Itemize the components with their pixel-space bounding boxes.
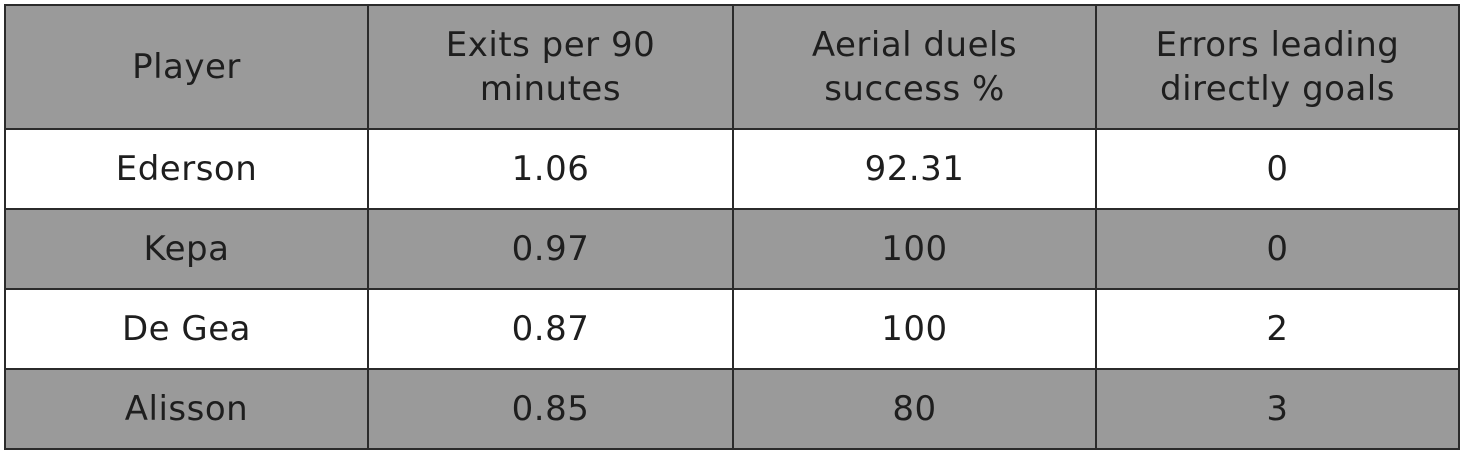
cell-aerial-duels-success: 80: [732, 368, 1097, 450]
table-body: Ederson 1.06 92.31 0 Kepa 0.97 100 0 De …: [4, 128, 1460, 450]
cell-player: De Gea: [4, 288, 369, 370]
cell-exits-per-90: 0.85: [367, 368, 734, 450]
goalkeeper-stats-table: Player Exits per 90 minutes Aerial duels…: [4, 4, 1460, 450]
cell-aerial-duels-success: 100: [732, 288, 1097, 370]
cell-player: Alisson: [4, 368, 369, 450]
cell-errors-leading-to-goals: 3: [1095, 368, 1460, 450]
header-exits-per-90: Exits per 90 minutes: [367, 4, 734, 130]
cell-player: Ederson: [4, 128, 369, 210]
cell-aerial-duels-success: 92.31: [732, 128, 1097, 210]
header-errors-leading-to-goals: Errors leading directly goals: [1095, 4, 1460, 130]
table-row: Alisson 0.85 80 3: [4, 368, 1460, 450]
header-aerial-duels-success: Aerial duels success %: [732, 4, 1097, 130]
cell-errors-leading-to-goals: 0: [1095, 208, 1460, 290]
cell-errors-leading-to-goals: 2: [1095, 288, 1460, 370]
cell-errors-leading-to-goals: 0: [1095, 128, 1460, 210]
table-row: Kepa 0.97 100 0: [4, 208, 1460, 290]
table-row: Ederson 1.06 92.31 0: [4, 128, 1460, 210]
cell-exits-per-90: 0.97: [367, 208, 734, 290]
cell-player: Kepa: [4, 208, 369, 290]
header-row: Player Exits per 90 minutes Aerial duels…: [4, 4, 1460, 130]
cell-exits-per-90: 1.06: [367, 128, 734, 210]
header-player: Player: [4, 4, 369, 130]
cell-exits-per-90: 0.87: [367, 288, 734, 370]
cell-aerial-duels-success: 100: [732, 208, 1097, 290]
table-header: Player Exits per 90 minutes Aerial duels…: [4, 4, 1460, 130]
table-row: De Gea 0.87 100 2: [4, 288, 1460, 370]
